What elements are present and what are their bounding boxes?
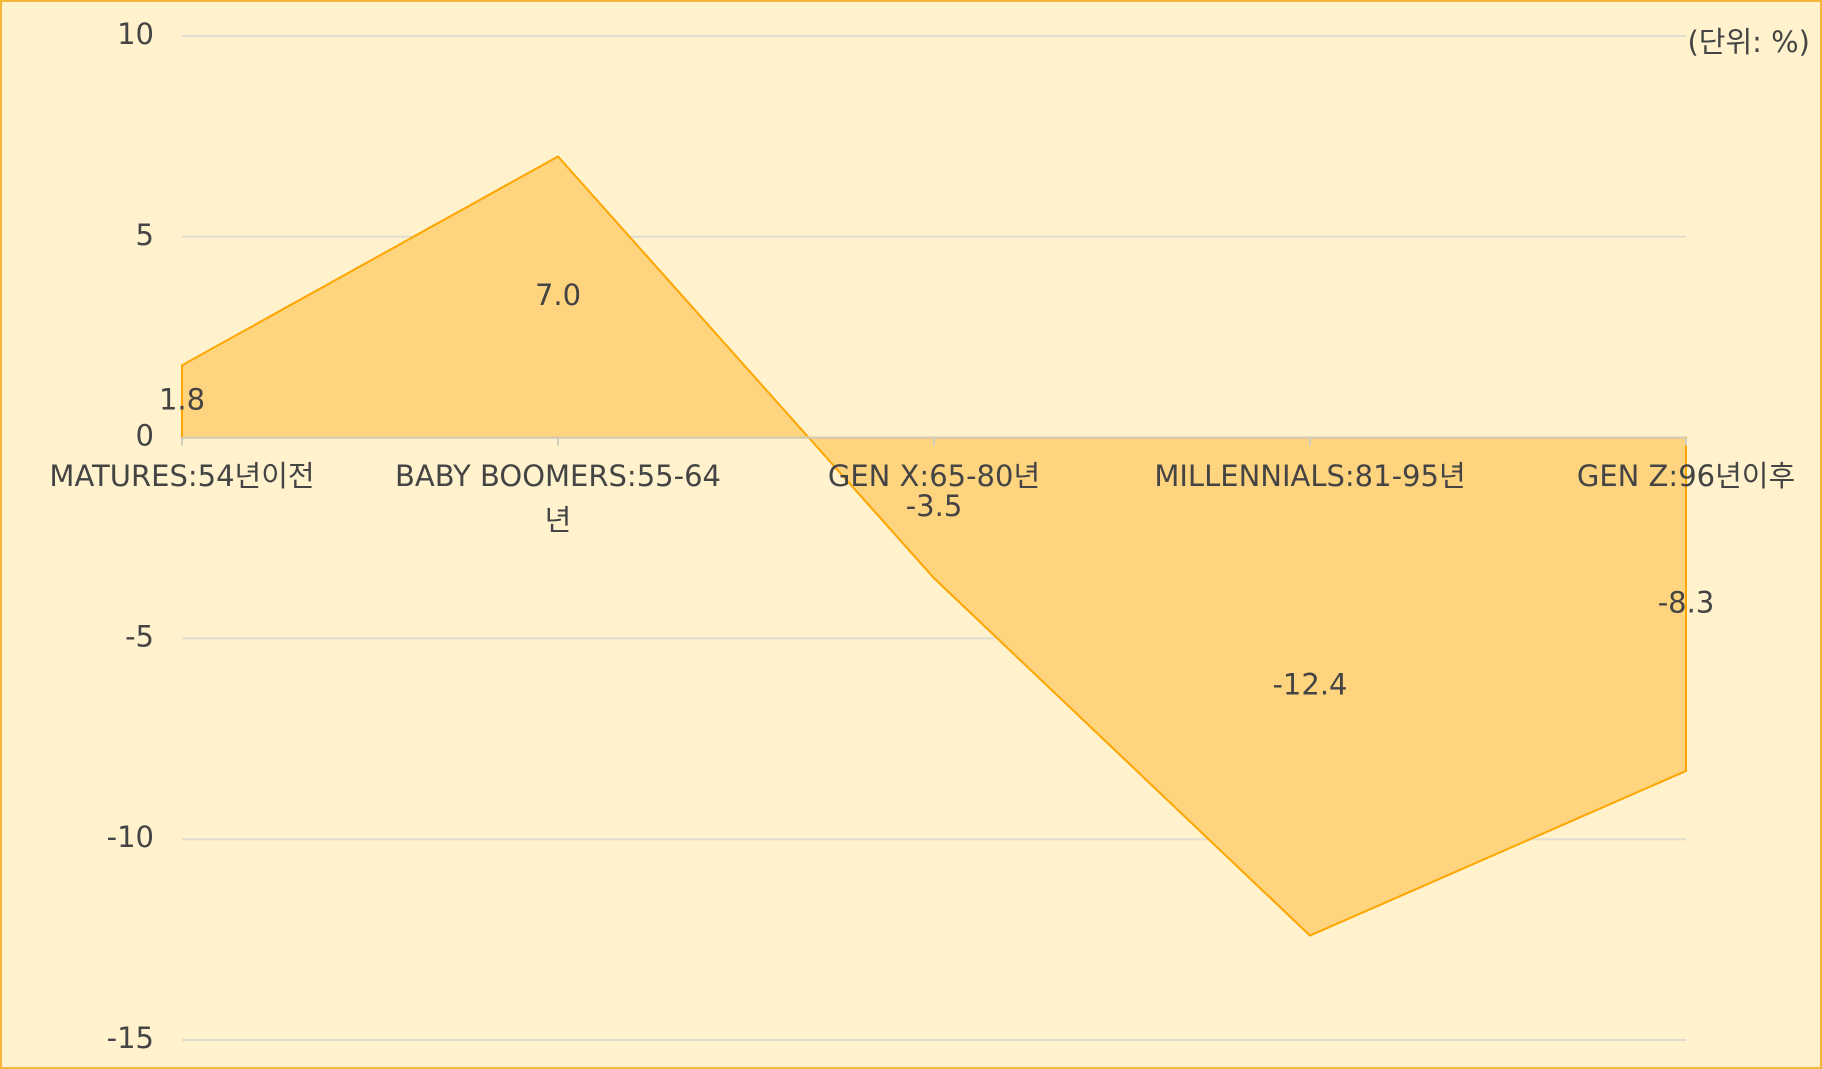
x-tick-label: BABY BOOMERS:55-64년 xyxy=(395,458,721,537)
data-label: -12.4 xyxy=(1272,668,1347,702)
x-tick-label: GEN X:65-80년 xyxy=(827,458,1041,493)
area xyxy=(181,155,1687,937)
y-tick-label: 10 xyxy=(117,17,154,51)
data-label: 1.8 xyxy=(159,382,205,416)
data-label: -8.3 xyxy=(1658,585,1715,619)
y-tick-label: 0 xyxy=(136,419,154,453)
y-tick-label: 5 xyxy=(136,218,154,252)
y-tick-label: -5 xyxy=(125,619,154,653)
x-tick-label: MATURES:54년이전 xyxy=(49,458,315,493)
data-label: -3.5 xyxy=(906,489,963,523)
unit-note: (단위: %) xyxy=(1687,25,1810,59)
x-tick-label: GEN Z:96년이후 xyxy=(1576,458,1796,493)
y-tick-label: -15 xyxy=(107,1021,154,1055)
y-tick-label: -10 xyxy=(107,820,154,854)
data-label: 7.0 xyxy=(535,278,581,312)
x-tick-label: MILLENNIALS:81-95년 xyxy=(1154,458,1466,493)
